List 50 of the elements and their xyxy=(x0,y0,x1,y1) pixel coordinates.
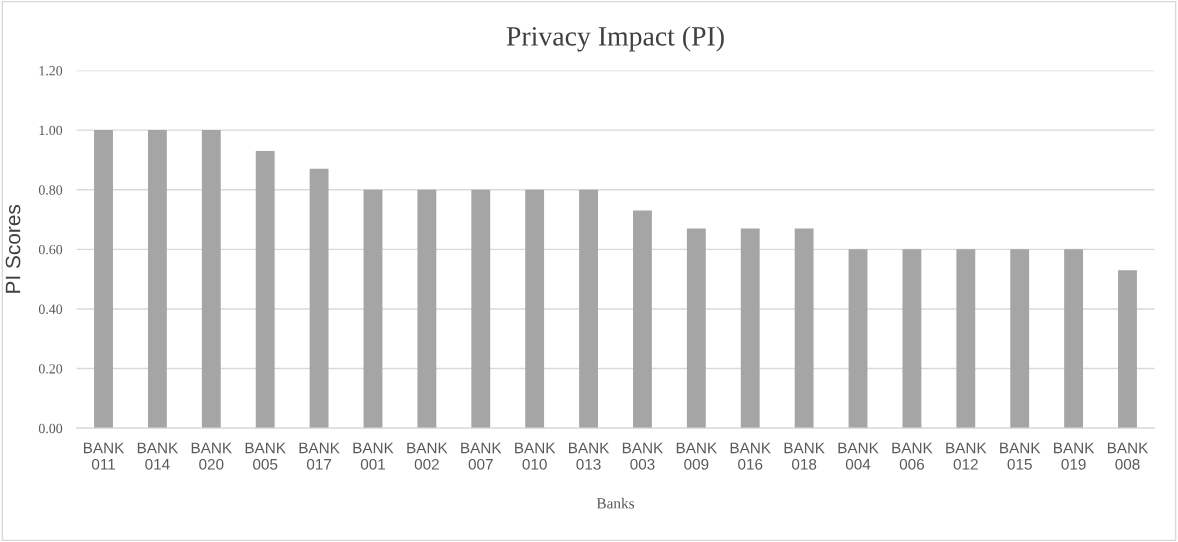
x-tick-label: BANK 003 xyxy=(622,442,664,470)
x-tick-label: BANK 006 xyxy=(892,442,933,470)
chart-title: Privacy Impact (PI) xyxy=(506,26,724,52)
y-tick-label: 1.20 xyxy=(39,66,63,76)
x-tick-label: BANK 012 xyxy=(946,442,987,470)
y-tick-label: 0.40 xyxy=(38,304,63,314)
x-tick-label: BANK 020 xyxy=(191,442,232,470)
x-tick-label: BANK 002 xyxy=(407,442,448,470)
bar xyxy=(902,249,922,429)
x-tick-label: BANK 014 xyxy=(137,442,179,470)
bar xyxy=(579,189,598,429)
bar xyxy=(1064,249,1084,429)
y-tick-label: 0.60 xyxy=(38,244,63,255)
bar xyxy=(255,150,275,429)
x-tick-label: BANK 010 xyxy=(515,442,556,470)
bar xyxy=(1118,270,1137,429)
x-tick-label: BANK 009 xyxy=(676,442,717,470)
x-axis-title: Banks xyxy=(596,497,635,509)
x-tick-label: BANK 007 xyxy=(461,442,502,470)
y-tick-label: 1.00 xyxy=(39,125,63,136)
bar xyxy=(471,189,491,429)
bar xyxy=(633,210,652,429)
bar xyxy=(525,189,545,429)
x-tick-label: BANK 016 xyxy=(730,442,771,470)
bar xyxy=(94,130,113,429)
x-tick-label: BANK 019 xyxy=(1054,442,1095,470)
bar xyxy=(794,228,814,429)
bar xyxy=(309,168,329,429)
bar xyxy=(363,189,383,429)
bar xyxy=(740,228,760,429)
y-tick-label: 0.80 xyxy=(38,185,63,195)
x-tick-label: BANK 011 xyxy=(83,442,125,470)
y-tick-label: 0.20 xyxy=(38,364,63,374)
bar xyxy=(147,130,167,429)
bar xyxy=(201,130,221,429)
bar xyxy=(686,228,706,429)
bar xyxy=(417,189,437,429)
bar xyxy=(848,249,868,429)
x-tick-label: BANK 017 xyxy=(299,442,340,470)
bar xyxy=(956,249,976,429)
x-tick-label: BANK 008 xyxy=(1107,442,1149,470)
y-tick-label: 0.00 xyxy=(38,423,63,434)
x-tick-label: BANK 001 xyxy=(353,442,394,470)
bar xyxy=(1010,249,1030,429)
x-tick-label: BANK 018 xyxy=(784,442,825,470)
x-tick-label: BANK 013 xyxy=(569,442,610,470)
x-tick-label: BANK 004 xyxy=(838,442,879,470)
x-tick-label: BANK 005 xyxy=(245,442,286,470)
y-axis-title: PI Scores xyxy=(5,204,21,293)
x-tick-label: BANK 015 xyxy=(1000,442,1041,470)
